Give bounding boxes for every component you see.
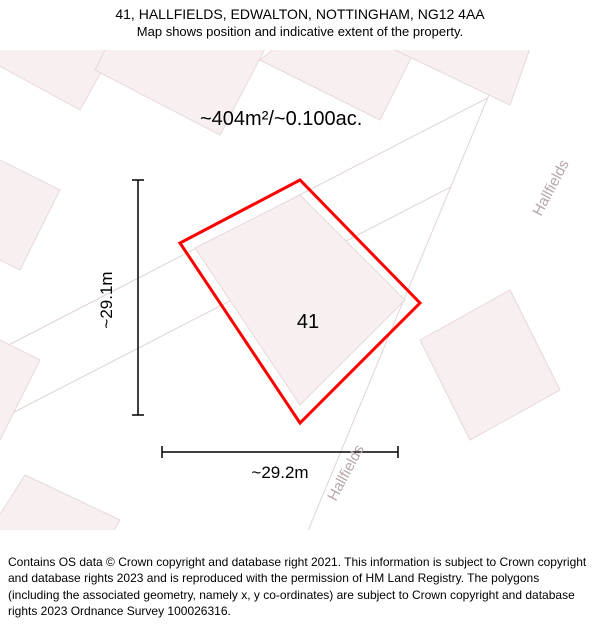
area-label: ~404m²/~0.100ac. bbox=[200, 108, 362, 130]
copyright-footer: Contains OS data © Crown copyright and d… bbox=[8, 554, 592, 619]
measure-h-label: ~29.2m bbox=[251, 463, 308, 482]
page-title: 41, HALLFIELDS, EDWALTON, NOTTINGHAM, NG… bbox=[0, 6, 600, 22]
property-map: 41~404m²/~0.100ac.~29.1m~29.2mHallfields… bbox=[0, 50, 600, 530]
map-container: 41~404m²/~0.100ac.~29.1m~29.2mHallfields… bbox=[0, 50, 600, 530]
page-root: { "header": { "title": "41, HALLFIELDS, … bbox=[0, 0, 600, 625]
parcel-number: 41 bbox=[297, 311, 319, 333]
measure-v-label: ~29.1m bbox=[97, 271, 116, 328]
page-subtitle: Map shows position and indicative extent… bbox=[0, 24, 600, 39]
header: 41, HALLFIELDS, EDWALTON, NOTTINGHAM, NG… bbox=[0, 0, 600, 39]
